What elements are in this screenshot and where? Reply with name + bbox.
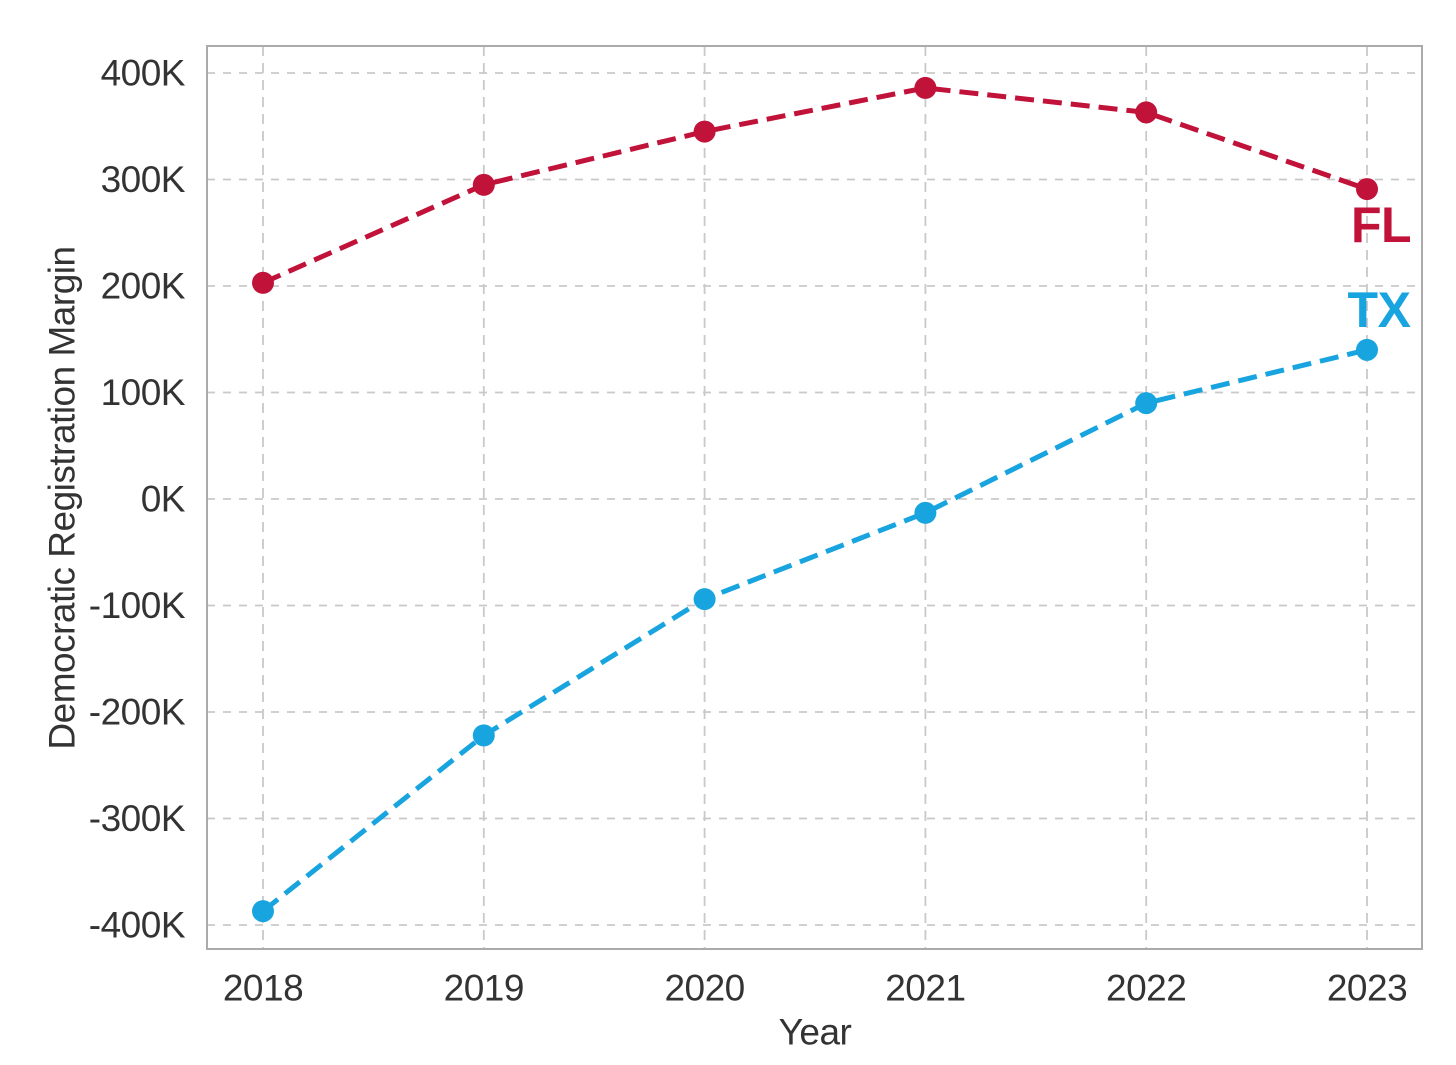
fl-point [252,271,274,294]
tx-point [693,588,716,611]
fl-line [261,85,1368,286]
x-tick-label: 2022 [1106,968,1186,1009]
fl-point [693,120,716,143]
y-tick-label: -300K [89,798,186,839]
x-axis-label: Year [779,1012,852,1053]
x-tick-label: 2020 [664,968,744,1009]
gridlines [207,46,1422,949]
fl-point [1135,101,1158,124]
y-tick-label: 400K [101,53,186,94]
y-tick-label: -100K [89,585,186,626]
tx-point [914,501,937,524]
fl-series-label: FL [1351,197,1411,253]
y-tick-label: -400K [89,905,186,946]
tx-series-label: TX [1348,282,1411,338]
x-tick-label: 2023 [1327,968,1407,1009]
y-tick-label: 100K [101,372,186,413]
y-tick-label: 0K [141,479,186,520]
tx-point [1135,392,1158,415]
y-tick-label: 200K [101,266,186,307]
fl-point [914,76,937,99]
fl-point [472,173,495,196]
y-tick-label: -200K [89,692,186,733]
x-tick-label: 2018 [223,968,303,1009]
tx-point [472,724,495,747]
y-tick-label: 300K [101,159,186,200]
series-end-labels: FL TX [1348,197,1412,338]
plot-border [206,45,1423,950]
x-tick-labels: 2018 2019 2020 2021 2022 2023 [223,968,1408,1009]
fl-point [1356,178,1378,201]
series-group [252,76,1378,923]
y-axis-label: Democratic Registration Margin [42,246,83,749]
tx-point [1356,338,1378,361]
tx-point [252,900,274,923]
x-tick-label: 2019 [444,968,524,1009]
y-tick-labels: 400K 300K 200K 100K 0K -100K -200K -300K -400K [89,53,187,946]
x-tick-label: 2021 [885,968,965,1009]
tx-line [261,347,1368,914]
